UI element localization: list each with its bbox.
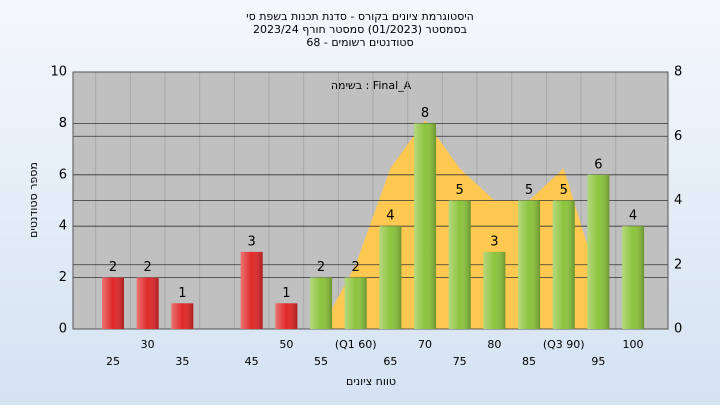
y2-tick-label: 0: [674, 322, 682, 337]
bar-shade: [310, 277, 333, 329]
x-tick-label: 65: [383, 355, 397, 368]
value-label: 3: [248, 234, 256, 249]
chart-subtitle: בסמסטר (01/2023) סמסטר חורף 2023/24: [253, 23, 467, 36]
bar-shade: [552, 200, 575, 329]
plot-border: [72, 71, 669, 330]
value-label: 8: [421, 106, 429, 121]
bar-shade: [102, 277, 124, 329]
x-tick-label: 75: [453, 355, 467, 368]
bar-shade: [171, 303, 194, 329]
x-tick-label: 80: [487, 338, 501, 351]
value-label: 3: [490, 234, 498, 249]
bar-shade: [587, 174, 610, 329]
x-tick-label: 70: [418, 338, 432, 351]
chart-subtitle: 68 - סטודנטים רשומים: [306, 36, 413, 49]
x-tick-label: 85: [522, 355, 536, 368]
y-axis-label: מספר סטודנטים: [27, 162, 40, 238]
value-label: 6: [594, 157, 602, 172]
x-tick-label: 100: [623, 338, 644, 351]
value-label: 4: [629, 209, 637, 224]
x-tick-label: (Q1 60): [335, 338, 377, 351]
value-label: 2: [317, 260, 325, 275]
x-tick-label: 50: [279, 338, 293, 351]
x-tick-label: 45: [245, 355, 259, 368]
y2-tick-label: 4: [674, 193, 682, 208]
bar-shade: [344, 277, 367, 329]
y2-tick-label: 6: [674, 129, 682, 144]
value-label: 2: [109, 260, 117, 275]
bar-shade: [136, 277, 159, 329]
value-label: 5: [525, 183, 533, 198]
y-tick-label: 2: [59, 270, 67, 285]
x-tick-label: 35: [175, 355, 189, 368]
value-label: 1: [178, 286, 186, 301]
y-tick-label: 6: [59, 167, 67, 182]
y-tick-label: 4: [59, 219, 67, 234]
chart-title: היסטוגרמת ציונים בקורס - סדנת תכנות בשפת…: [246, 10, 474, 23]
x-tick-label: 95: [591, 355, 605, 368]
value-label: 5: [560, 183, 568, 198]
x-tick-label: 25: [106, 355, 120, 368]
annotation: בשימה : Final_A: [331, 79, 412, 92]
y-tick-label: 0: [59, 322, 67, 337]
bar-shade: [518, 200, 541, 329]
value-label: 5: [456, 183, 464, 198]
y-tick-label: 8: [59, 116, 67, 131]
bar-shade: [275, 303, 298, 329]
y2-tick-label: 2: [674, 257, 682, 272]
value-label: 2: [352, 260, 360, 275]
bar-shade: [240, 251, 263, 329]
bar-shade: [448, 200, 471, 329]
y-tick-label: 10: [50, 65, 67, 80]
x-axis-label: טווח ציונים: [346, 375, 396, 388]
bar-shade: [483, 251, 506, 329]
y2-tick-label: 8: [674, 65, 682, 80]
bar-shade: [622, 226, 645, 329]
x-tick-label: 55: [314, 355, 328, 368]
bar-shade: [379, 226, 402, 329]
bar-shade: [414, 123, 437, 330]
x-tick-label: 30: [141, 338, 155, 351]
value-label: 1: [282, 286, 290, 301]
x-tick-label: (Q3 90): [543, 338, 585, 351]
value-label: 4: [386, 209, 394, 224]
value-label: 2: [144, 260, 152, 275]
